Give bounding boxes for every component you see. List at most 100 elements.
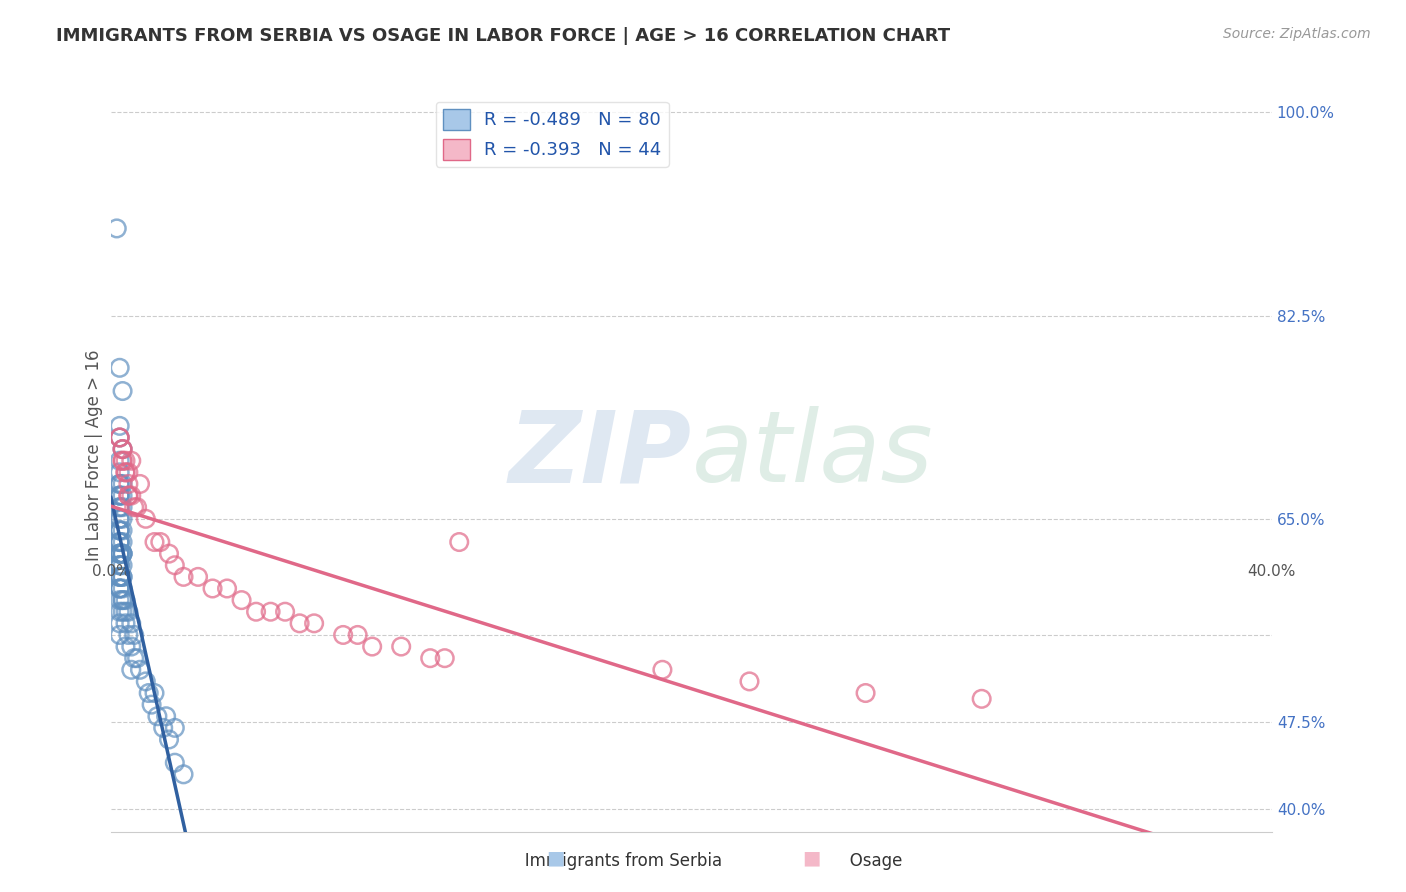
Point [157,547,180,561]
Point [129,477,152,491]
Point [201,582,224,596]
Point [108,430,131,444]
Point [108,558,131,573]
Point [108,524,131,538]
Point [122,651,145,665]
Point [108,582,131,596]
Text: IMMIGRANTS FROM SERBIA VS OSAGE IN LABOR FORCE | AGE > 16 CORRELATION CHART: IMMIGRANTS FROM SERBIA VS OSAGE IN LABOR… [56,27,950,45]
Point [143,535,166,549]
Point [108,430,131,444]
Text: ■: ■ [801,848,821,867]
Point [111,535,134,549]
Point [120,663,142,677]
Point [135,674,157,689]
Point [135,512,157,526]
Point [108,360,131,375]
Point [108,547,131,561]
Point [108,547,131,561]
Point [111,384,134,398]
Point [157,732,180,747]
Point [108,466,131,480]
Point [138,686,160,700]
Point [111,442,134,456]
Point [108,570,131,584]
Point [108,489,131,503]
Point [114,605,136,619]
Point [108,489,131,503]
Point [105,221,128,235]
Point [163,756,186,770]
Point [108,512,131,526]
Point [108,570,131,584]
Point [117,628,139,642]
Point [108,593,131,607]
Point [108,524,131,538]
Point [245,605,267,619]
Point [346,628,368,642]
Point [117,605,139,619]
Point [155,709,177,723]
Point [108,489,131,503]
Point [108,558,131,573]
Text: Immigrants from Serbia: Immigrants from Serbia [488,852,721,870]
Point [108,547,131,561]
Y-axis label: In Labor Force | Age > 16: In Labor Force | Age > 16 [86,349,103,561]
Point [108,535,131,549]
Point [108,558,131,573]
Point [117,466,139,480]
Point [419,651,441,665]
Point [108,547,131,561]
Point [302,616,325,631]
Point [114,466,136,480]
Point [114,640,136,654]
Point [288,616,311,631]
Point [108,616,131,631]
Point [108,477,131,491]
Point [111,524,134,538]
Point [111,454,134,468]
Text: ZIP: ZIP [509,407,692,503]
Point [143,686,166,700]
Text: atlas: atlas [692,407,934,503]
Point [111,547,134,561]
Point [111,570,134,584]
Point [108,535,131,549]
Point [117,477,139,491]
Point [231,593,253,607]
Point [187,570,209,584]
Point [173,767,195,781]
Point [361,640,384,654]
Point [127,651,149,665]
Text: ■: ■ [546,848,565,867]
Point [108,582,131,596]
Point [651,663,673,677]
Point [114,454,136,468]
Point [111,442,134,456]
Point [173,570,195,584]
Point [120,489,142,503]
Point [111,605,134,619]
Point [738,674,761,689]
Point [163,721,186,735]
Point [111,442,134,456]
Point [111,454,134,468]
Point [108,430,131,444]
Point [146,709,169,723]
Point [108,605,131,619]
Point [149,535,172,549]
Point [111,593,134,607]
Point [129,663,152,677]
Point [108,570,131,584]
Point [111,489,134,503]
Point [274,605,297,619]
Point [259,605,281,619]
Point [108,418,131,433]
Point [141,698,163,712]
Text: 0.0%: 0.0% [91,565,131,580]
Point [108,477,131,491]
Point [120,640,142,654]
Point [108,524,131,538]
Point [108,500,131,515]
Point [855,686,877,700]
Point [108,582,131,596]
